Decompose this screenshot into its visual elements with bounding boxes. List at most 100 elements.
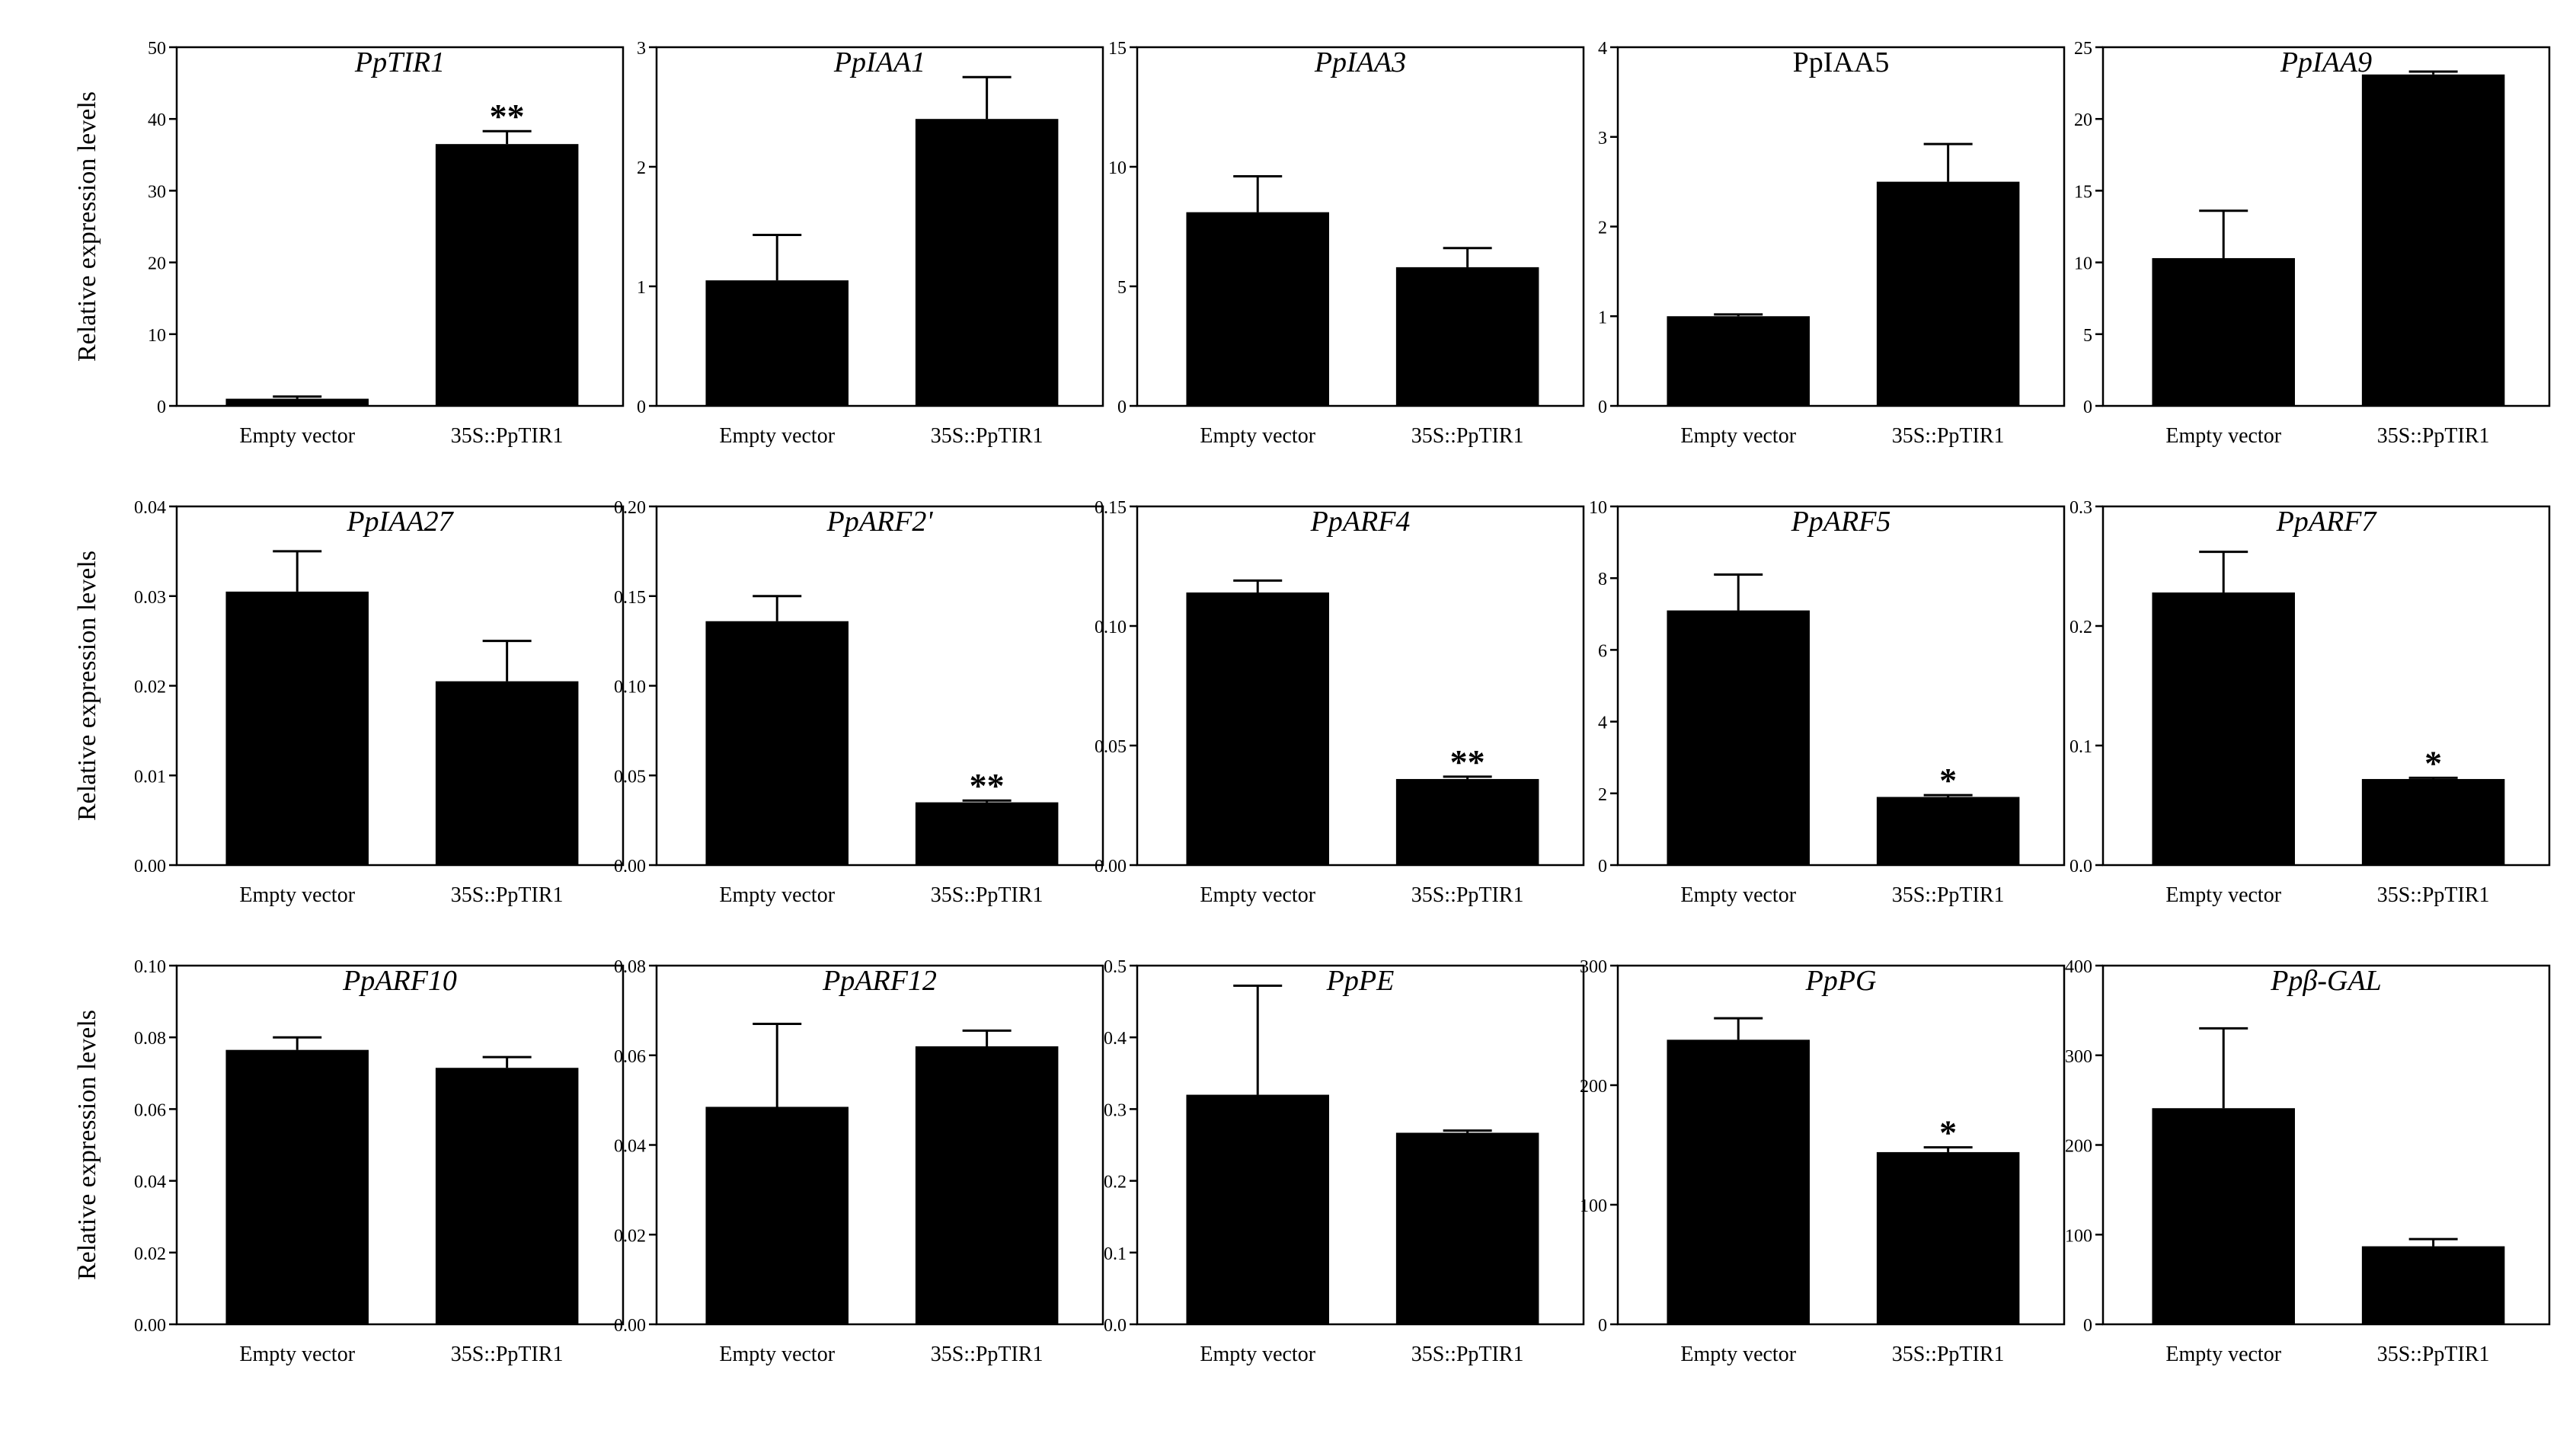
x-tick-label: Empty vector [1680,883,1796,907]
x-tick-label: 35S::PpTIR1 [451,1343,564,1366]
y-tick-label: 2 [637,158,646,178]
bar [435,144,579,407]
bar [1395,1132,1539,1324]
y-tick-label: 15 [2074,182,2092,202]
y-axis-label: Relative expression levels [73,551,101,821]
x-tick-label: Empty vector [719,1343,835,1366]
y-tick-label: 0 [2083,1316,2092,1336]
y-tick-label: 0.20 [614,498,646,518]
panel-title: PpARF4 [1310,506,1411,538]
y-tick-label: 200 [1580,1077,1607,1097]
y-tick-label: 2 [1598,785,1607,805]
y-tick-label: 0.0 [2069,857,2092,877]
panel-title: PpIAA3 [1314,46,1406,78]
y-tick-label: 0 [1598,1316,1607,1336]
y-tick-label: 100 [2065,1226,2092,1246]
x-tick-label: Empty vector [1200,424,1315,448]
y-tick-label: 40 [148,110,166,130]
y-tick-label: 8 [1598,570,1607,589]
y-tick-label: 0.08 [134,1029,166,1049]
x-tick-label: 35S::PpTIR1 [931,424,1044,448]
x-tick-label: 35S::PpTIR1 [451,424,564,448]
bar [225,398,369,406]
y-tick-label: 0.15 [1095,498,1127,518]
y-tick-label: 0.10 [614,678,646,698]
panel-title: PpIAA9 [2280,46,2372,78]
panel-frame [2101,46,2551,407]
significance-marker: ** [970,766,1005,805]
x-tick-label: Empty vector [719,424,835,448]
panel-pparf4: 0.00 0.05 0.10 0.15 PpARF4 Empty vector ** 35S:… [1095,498,1585,907]
x-tick-label: 35S::PpTIR1 [2377,1343,2490,1366]
panel-pparf10: 0.00 0.02 0.04 0.06 0.08 0.10 PpARF10 Empty vec… [73,957,625,1366]
significance-marker: * [1939,1113,1957,1152]
x-tick-label: Empty vector [1680,424,1796,448]
y-tick-label: 2 [1598,219,1607,238]
y-tick-label: 0.2 [1104,1173,1127,1193]
x-tick-label: 35S::PpTIR1 [2377,883,2490,907]
y-tick-label: 0.06 [134,1100,166,1120]
y-tick-label: 0 [2083,398,2092,417]
y-tick-label: 200 [2065,1137,2092,1157]
panel-title: PpTIR1 [354,46,445,78]
x-tick-label: Empty vector [2165,424,2281,448]
y-tick-label: 0.04 [614,1137,646,1157]
panel-ppiaa27: 0.00 0.01 0.02 0.03 0.04 PpIAA27 Empty vector 3… [73,498,625,907]
x-tick-label: 35S::PpTIR1 [1892,424,2005,448]
y-tick-label: 0.0 [1104,1316,1127,1336]
y-tick-label: 0.15 [614,588,646,608]
panel-frame [1136,505,1585,867]
y-tick-label: 300 [1580,957,1607,977]
bar [2152,1108,2295,1324]
panel-pparf12: 0.00 0.02 0.04 0.06 0.08 PpARF12 Empty vector 3… [614,957,1104,1366]
y-tick-label: 0.05 [1095,737,1127,757]
bar [435,1068,579,1324]
bar [1186,212,1329,406]
y-tick-label: 4 [1598,39,1607,59]
bar [705,1106,849,1324]
y-tick-label: 0 [157,398,166,417]
x-tick-label: Empty vector [1680,1343,1796,1366]
x-tick-label: 35S::PpTIR1 [2377,424,2490,448]
y-tick-label: 0.1 [1104,1244,1127,1264]
y-axis-label: Relative expression levels [73,91,101,362]
panel-frame [1616,964,2066,1326]
y-tick-label: 5 [2083,326,2092,346]
y-axis-label: Relative expression levels [73,1010,101,1280]
y-tick-label: 0 [1117,398,1127,417]
x-tick-label: Empty vector [239,1343,355,1366]
y-tick-label: 20 [2074,110,2092,130]
panel-frame [175,964,625,1326]
y-tick-label: 1 [637,278,646,298]
x-tick-label: 35S::PpTIR1 [1411,1343,1524,1366]
y-tick-label: 0.00 [614,857,646,877]
panel-title: PpPG [1805,965,1877,997]
y-tick-label: 0.02 [134,1244,166,1264]
x-tick-label: 35S::PpTIR1 [1892,1343,2005,1366]
y-tick-label: 0.00 [614,1316,646,1336]
significance-marker: * [2424,743,2442,782]
y-tick-label: 0 [1598,398,1607,417]
bar [915,802,1059,865]
bar [705,621,849,865]
bar [2361,778,2505,865]
bar [225,1049,369,1324]
y-tick-label: 400 [2065,957,2092,977]
panel-title: PpARF12 [822,965,937,997]
panel-frame [1136,46,1585,407]
bar [915,119,1059,406]
panel-title: PpARF2' [826,506,934,538]
panel-title: PpARF5 [1791,506,1891,538]
y-tick-label: 0.08 [614,957,646,977]
x-tick-label: Empty vector [2165,1343,2281,1366]
y-tick-label: 0.2 [2069,618,2092,637]
bar [1395,267,1539,406]
